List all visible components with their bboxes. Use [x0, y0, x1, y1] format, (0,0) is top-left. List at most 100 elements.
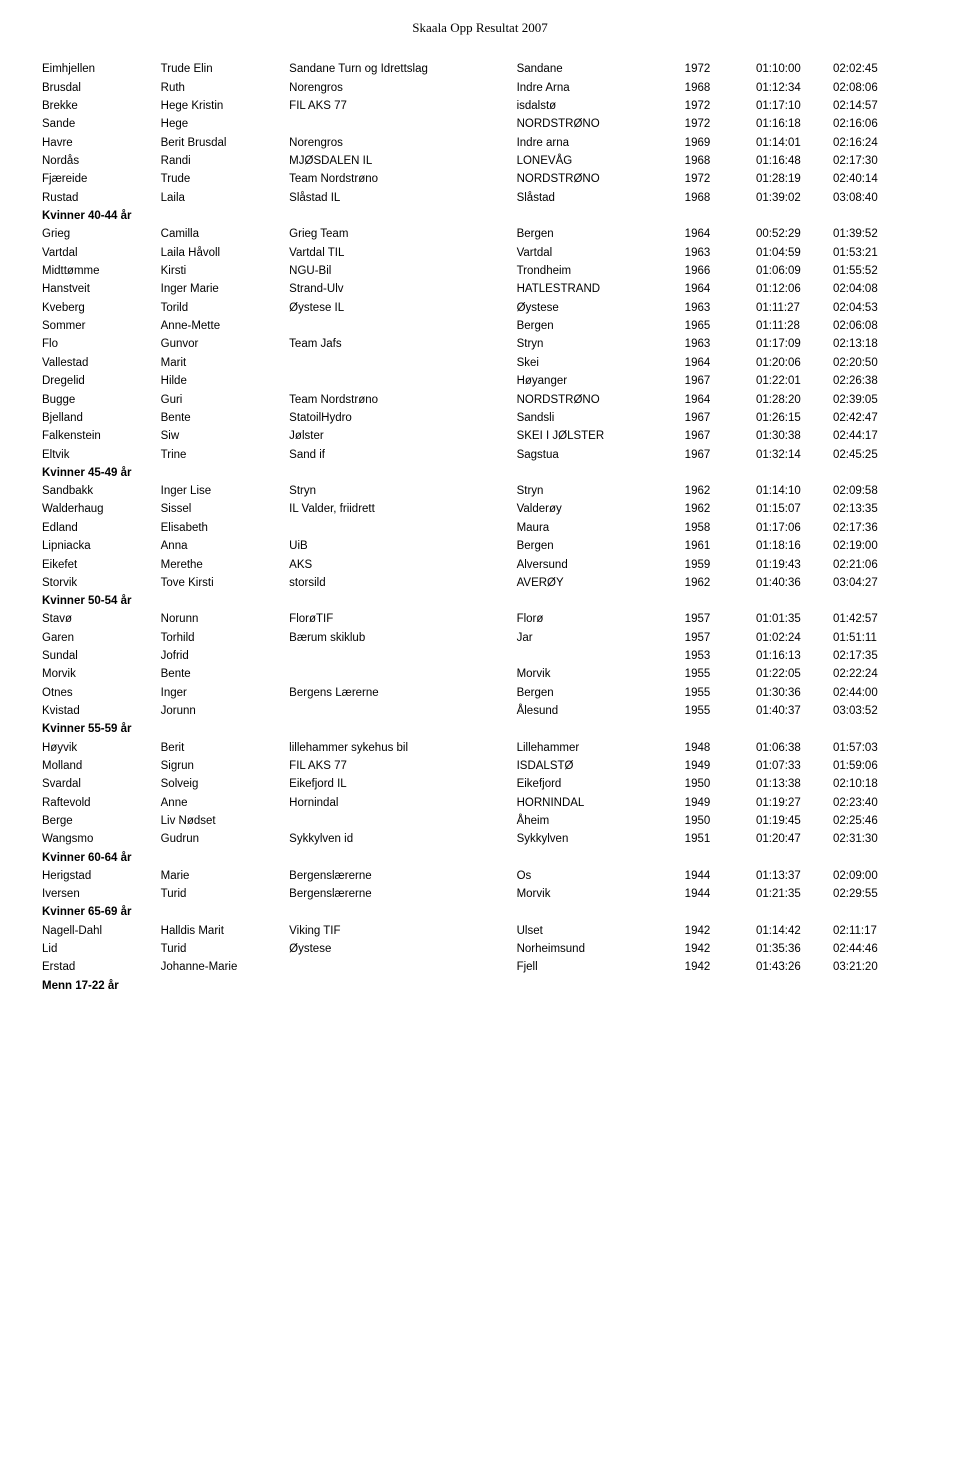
cell-time1: 01:18:16 [742, 537, 831, 555]
cell-time2: 02:23:40 [831, 794, 920, 812]
section-heading: Kvinner 50-54 år [40, 592, 920, 610]
cell-time1: 01:01:35 [742, 610, 831, 628]
cell-place [515, 647, 683, 665]
cell-time1: 01:21:35 [742, 885, 831, 903]
cell-place: Os [515, 867, 683, 885]
cell-time1: 01:40:36 [742, 574, 831, 592]
cell-club [287, 354, 514, 372]
cell-first_name: Bente [159, 409, 288, 427]
section-heading-row: Kvinner 65-69 år [40, 903, 920, 921]
cell-place: Sandsli [515, 409, 683, 427]
cell-place: Valderøy [515, 500, 683, 518]
cell-first_name: Laila [159, 189, 288, 207]
cell-first_name: Gunvor [159, 335, 288, 353]
cell-time1: 01:40:37 [742, 702, 831, 720]
cell-club: Sand if [287, 446, 514, 464]
cell-place: Åheim [515, 812, 683, 830]
cell-year: 1962 [683, 500, 742, 518]
cell-time1: 00:52:29 [742, 225, 831, 243]
cell-surname: Molland [40, 757, 159, 775]
cell-first_name: Turid [159, 885, 288, 903]
cell-time2: 02:25:46 [831, 812, 920, 830]
cell-year: 1942 [683, 940, 742, 958]
cell-surname: Walderhaug [40, 500, 159, 518]
cell-surname: Nordås [40, 152, 159, 170]
cell-club [287, 519, 514, 537]
table-row: EdlandElisabethMaura195801:17:0602:17:36 [40, 519, 920, 537]
cell-year: 1962 [683, 482, 742, 500]
cell-year: 1972 [683, 60, 742, 78]
cell-first_name: Merethe [159, 555, 288, 573]
cell-club: Stryn [287, 482, 514, 500]
table-row: RustadLailaSlåstad ILSlåstad196801:39:02… [40, 189, 920, 207]
cell-year: 1944 [683, 885, 742, 903]
cell-surname: Sandbakk [40, 482, 159, 500]
cell-first_name: Torhild [159, 629, 288, 647]
cell-first_name: Sissel [159, 500, 288, 518]
cell-time2: 02:39:05 [831, 390, 920, 408]
cell-year: 1966 [683, 262, 742, 280]
cell-year: 1949 [683, 794, 742, 812]
cell-surname: Fjæreide [40, 170, 159, 188]
cell-surname: Garen [40, 629, 159, 647]
cell-place: Øystese [515, 299, 683, 317]
table-row: WangsmoGudrunSykkylven idSykkylven195101… [40, 830, 920, 848]
cell-club: UiB [287, 537, 514, 555]
cell-club: Bærum skiklub [287, 629, 514, 647]
cell-first_name: Jorunn [159, 702, 288, 720]
cell-surname: Storvik [40, 574, 159, 592]
cell-place: Alversund [515, 555, 683, 573]
cell-place: Morvik [515, 885, 683, 903]
cell-surname: Flo [40, 335, 159, 353]
cell-club: Norengros [287, 78, 514, 96]
table-row: KvebergTorildØystese ILØystese196301:11:… [40, 299, 920, 317]
table-row: BergeLiv NødsetÅheim195001:19:4502:25:46 [40, 812, 920, 830]
cell-place: Ulset [515, 921, 683, 939]
table-row: Nagell-DahlHalldis MaritViking TIFUlset1… [40, 921, 920, 939]
cell-year: 1944 [683, 867, 742, 885]
cell-year: 1962 [683, 574, 742, 592]
section-heading: Kvinner 60-64 år [40, 849, 920, 867]
section-heading: Kvinner 40-44 år [40, 207, 920, 225]
cell-year: 1969 [683, 134, 742, 152]
cell-time1: 01:12:06 [742, 280, 831, 298]
cell-time2: 02:09:58 [831, 482, 920, 500]
cell-club: Team Nordstrøno [287, 170, 514, 188]
cell-first_name: Liv Nødset [159, 812, 288, 830]
cell-time2: 02:04:53 [831, 299, 920, 317]
cell-time1: 01:06:38 [742, 738, 831, 756]
cell-time1: 01:14:10 [742, 482, 831, 500]
cell-place: ISDALSTØ [515, 757, 683, 775]
table-row: FjæreideTrudeTeam NordstrønoNORDSTRØNO19… [40, 170, 920, 188]
cell-club: Slåstad IL [287, 189, 514, 207]
cell-club [287, 372, 514, 390]
cell-surname: Morvik [40, 665, 159, 683]
cell-first_name: Turid [159, 940, 288, 958]
cell-place: Bergen [515, 317, 683, 335]
cell-club: Norengros [287, 134, 514, 152]
cell-time2: 02:40:14 [831, 170, 920, 188]
cell-time1: 01:02:24 [742, 629, 831, 647]
cell-surname: Eimhjellen [40, 60, 159, 78]
cell-first_name: Berit Brusdal [159, 134, 288, 152]
cell-time2: 02:20:50 [831, 354, 920, 372]
cell-year: 1961 [683, 537, 742, 555]
cell-club: AKS [287, 555, 514, 573]
cell-surname: Stavø [40, 610, 159, 628]
cell-surname: Høyvik [40, 738, 159, 756]
cell-time1: 01:11:28 [742, 317, 831, 335]
cell-first_name: Randi [159, 152, 288, 170]
cell-time2: 03:04:27 [831, 574, 920, 592]
cell-club: FIL AKS 77 [287, 97, 514, 115]
cell-time2: 02:11:17 [831, 921, 920, 939]
table-row: RaftevoldAnneHornindalHORNINDAL194901:19… [40, 794, 920, 812]
cell-surname: Bugge [40, 390, 159, 408]
cell-time1: 01:30:36 [742, 684, 831, 702]
cell-first_name: Marit [159, 354, 288, 372]
cell-time1: 01:22:01 [742, 372, 831, 390]
table-row: BuggeGuriTeam NordstrønoNORDSTRØNO196401… [40, 390, 920, 408]
cell-first_name: Hilde [159, 372, 288, 390]
cell-time2: 01:57:03 [831, 738, 920, 756]
cell-year: 1972 [683, 170, 742, 188]
cell-place: Indre arna [515, 134, 683, 152]
